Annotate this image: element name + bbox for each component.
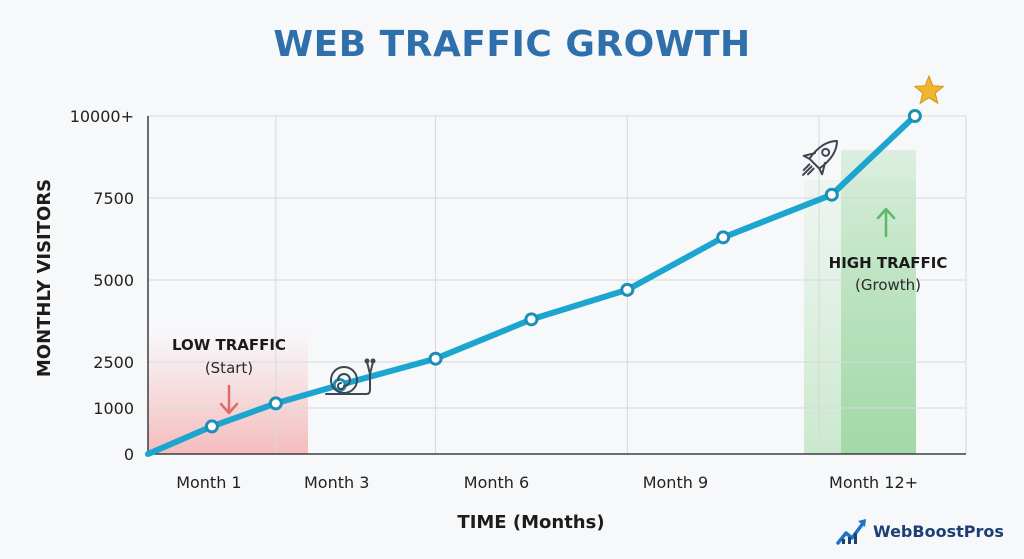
x-tick-labels: Month 1 Month 3 Month 6 Month 9 Month 12+: [176, 473, 918, 492]
y-tick-label: 0: [124, 445, 134, 464]
brand-logo: WebBoostPros: [836, 516, 1004, 546]
x-tick-label: Month 9: [643, 473, 708, 492]
rocket-icon: [802, 140, 838, 176]
high-traffic-region-inner: [841, 150, 916, 454]
y-tick-label: 2500: [93, 353, 134, 372]
data-point: [824, 187, 839, 202]
data-point: [204, 419, 219, 434]
chart-title: WEB TRAFFIC GROWTH: [273, 24, 751, 65]
high-traffic-title: HIGH TRAFFIC: [829, 254, 948, 272]
x-tick-label: Month 1: [176, 473, 241, 492]
x-tick-label: Month 6: [464, 473, 529, 492]
series-points: [204, 109, 922, 434]
x-tick-label: Month 3: [304, 473, 369, 492]
brand-logo-icon: [836, 519, 866, 545]
series-line: [145, 113, 918, 457]
x-tick-label: Month 12+: [829, 473, 918, 492]
high-traffic-subtitle: (Growth): [855, 276, 921, 294]
y-tick-label: 7500: [93, 189, 134, 208]
up-arrow-icon: [876, 207, 896, 238]
y-tick-labels: 0 1000 2500 5000 7500 10000+: [70, 107, 134, 464]
data-point: [428, 351, 443, 366]
low-traffic-subtitle: (Start): [205, 359, 253, 377]
data-point: [268, 396, 283, 411]
y-tick-label: 10000+: [70, 107, 134, 126]
low-traffic-title: LOW TRAFFIC: [172, 336, 286, 354]
snail-icon: [325, 358, 376, 395]
y-tick-label: 5000: [93, 271, 134, 290]
x-axis-title: TIME (Months): [457, 512, 604, 533]
data-point: [524, 312, 539, 327]
data-point: [716, 230, 731, 245]
brand-name: WebBoostPros: [873, 521, 1004, 541]
data-point: [907, 109, 922, 123]
y-tick-label: 1000: [93, 399, 134, 418]
y-axis-title: MONTHLY VISITORS: [34, 179, 55, 377]
down-arrow-icon: [219, 384, 239, 415]
data-point: [620, 282, 635, 297]
grid-lines: [148, 115, 967, 454]
star-icon: [913, 74, 945, 105]
